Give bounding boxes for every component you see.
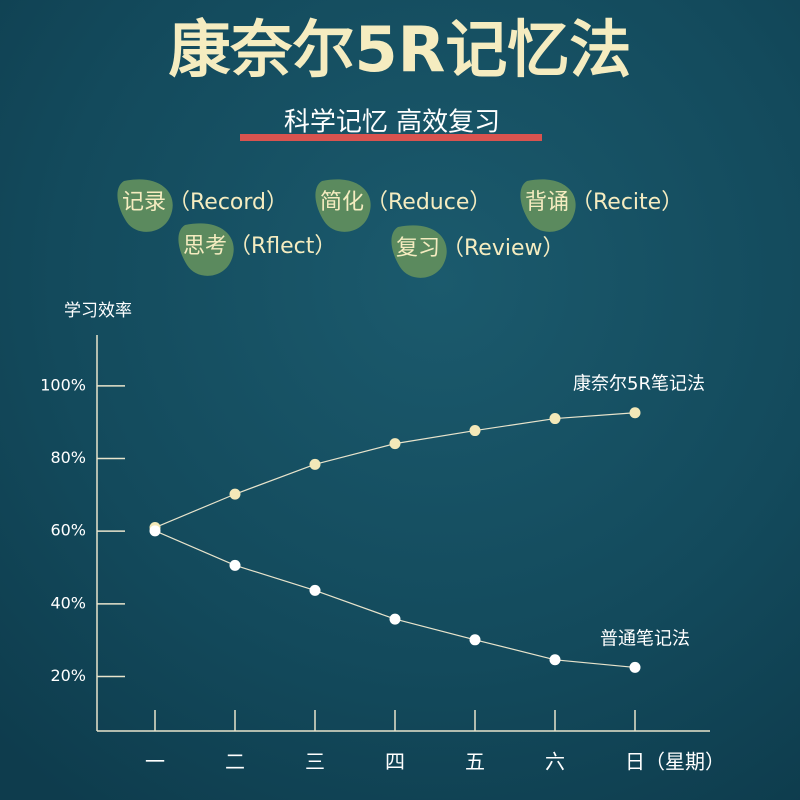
tag-text: （Review） [442, 236, 565, 261]
series-label: 康奈尔5R笔记法 [573, 374, 705, 395]
tag-leaf [391, 225, 447, 278]
data-point [469, 425, 481, 437]
tag-text: （Record） [168, 190, 288, 215]
x-tick-label: 五 [465, 750, 485, 774]
tag-leaf [117, 179, 173, 232]
data-point [629, 407, 641, 419]
y-axis-label: 学习效率 [64, 301, 132, 321]
y-tick-label: 60% [50, 521, 86, 540]
title: 康奈尔5R记忆法 [169, 13, 632, 86]
tag-leaf [520, 179, 576, 232]
y-tick-label: 20% [50, 666, 86, 685]
y-tick-label: 40% [50, 593, 86, 612]
subtitle: 科学记忆 高效复习 [284, 108, 500, 138]
data-point [549, 654, 561, 666]
tag-key: 背诵 [525, 190, 569, 215]
x-axis-label: （星期） [645, 750, 725, 774]
data-point [309, 458, 321, 470]
x-tick-label: 三 [305, 750, 325, 774]
data-point [549, 413, 561, 425]
data-point [309, 584, 321, 596]
tag-text: （Reduce） [366, 190, 491, 215]
x-tick-label: 日 [625, 750, 645, 774]
series-label: 普通笔记法 [600, 628, 690, 649]
x-tick-label: 六 [545, 750, 565, 774]
tag-text: （Recite） [571, 190, 683, 215]
data-point [629, 661, 641, 673]
y-tick-label: 100% [40, 375, 86, 394]
tag-key: 简化 [320, 190, 364, 215]
tag-leaf [178, 223, 234, 276]
tag-text: （Rflect） [229, 234, 336, 259]
x-tick-label: 二 [225, 750, 245, 774]
subtitle-underline [240, 134, 542, 141]
data-point [389, 613, 401, 625]
data-point [149, 525, 161, 537]
data-point [389, 438, 401, 450]
tag-key: 复习 [396, 236, 440, 261]
data-point [469, 634, 481, 646]
x-tick-label: 四 [385, 750, 405, 774]
data-point [229, 488, 241, 500]
tag-key: 记录 [122, 190, 166, 215]
x-tick-label: 一 [145, 750, 165, 774]
tag-key: 思考 [183, 234, 227, 259]
tag-leaf [315, 179, 371, 232]
data-point [229, 559, 241, 571]
y-tick-label: 80% [50, 448, 86, 467]
